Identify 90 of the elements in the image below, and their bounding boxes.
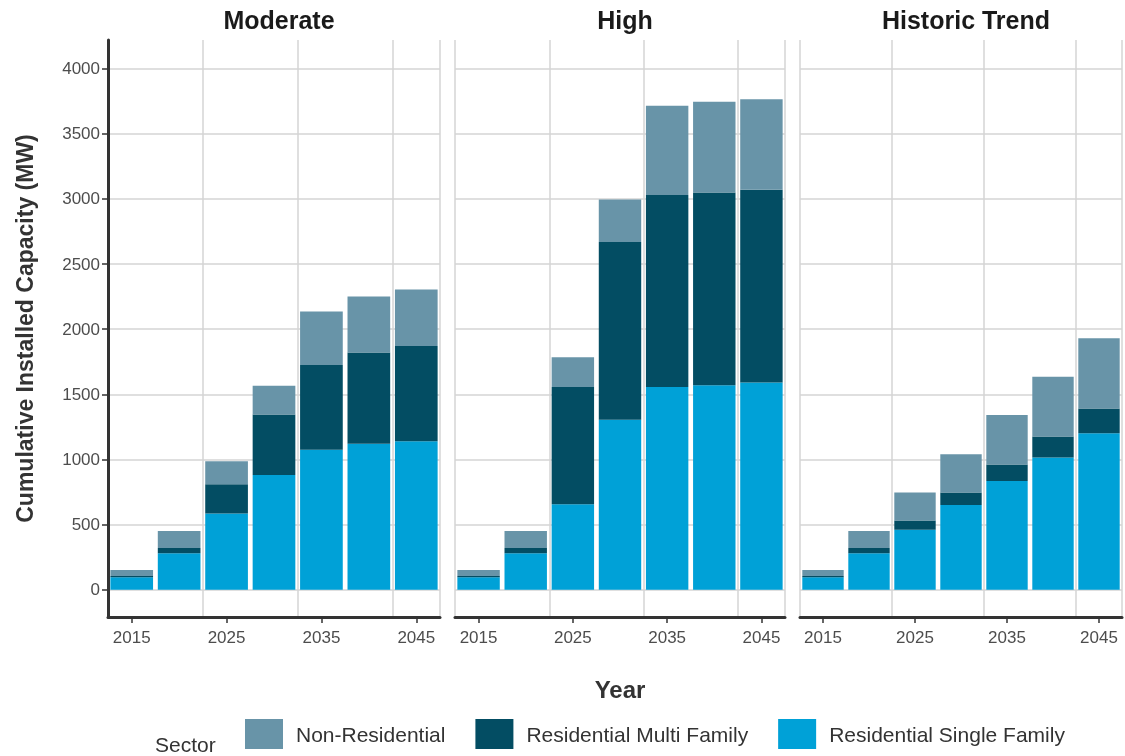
y-tick-label: 2000 bbox=[62, 319, 100, 339]
bar bbox=[986, 415, 1028, 465]
x-tick-label: 2025 bbox=[553, 628, 592, 647]
bar bbox=[394, 346, 438, 442]
bar bbox=[848, 553, 890, 590]
chart-title: High bbox=[597, 5, 653, 34]
x-axis-title: Year bbox=[594, 675, 646, 703]
y-tick-label: 500 bbox=[71, 515, 100, 535]
bar bbox=[504, 547, 547, 554]
bar bbox=[347, 296, 391, 353]
x-tick-label: 2025 bbox=[207, 628, 246, 647]
bar bbox=[205, 484, 248, 514]
bar bbox=[894, 520, 936, 530]
bar bbox=[802, 577, 844, 590]
bar bbox=[740, 382, 783, 590]
bar bbox=[1032, 376, 1074, 437]
legend-title: Sector bbox=[155, 733, 216, 756]
bar bbox=[504, 553, 547, 590]
y-tick-label: 3000 bbox=[62, 189, 100, 209]
bar bbox=[940, 492, 982, 505]
y-tick-label: 2500 bbox=[62, 254, 100, 274]
y-tick-label: 1500 bbox=[62, 384, 100, 404]
bar bbox=[347, 443, 391, 590]
x-tick-label: 2035 bbox=[648, 628, 687, 647]
bar bbox=[205, 513, 248, 590]
bar bbox=[693, 385, 736, 590]
x-tick-label: 2015 bbox=[804, 628, 842, 647]
bar bbox=[894, 492, 936, 521]
x-tick-label: 2045 bbox=[397, 628, 436, 647]
bar bbox=[986, 464, 1028, 481]
bar bbox=[504, 531, 547, 548]
bar bbox=[110, 570, 154, 576]
x-tick-label: 2015 bbox=[459, 628, 498, 647]
bar bbox=[300, 364, 343, 450]
y-tick-label: 0 bbox=[90, 580, 100, 600]
bar bbox=[802, 570, 844, 576]
x-tick-label: 2035 bbox=[302, 628, 341, 647]
bar bbox=[940, 454, 982, 493]
bar bbox=[252, 414, 296, 476]
bar bbox=[551, 357, 595, 388]
bar bbox=[157, 553, 201, 590]
chart-title: Moderate bbox=[223, 5, 335, 34]
bar bbox=[157, 531, 201, 548]
bar bbox=[740, 189, 783, 383]
bar bbox=[110, 577, 154, 590]
bar bbox=[1032, 436, 1074, 458]
bar bbox=[551, 504, 595, 590]
bar bbox=[894, 529, 936, 590]
bar bbox=[252, 385, 296, 415]
bar bbox=[394, 289, 438, 347]
x-tick-label: 2045 bbox=[1080, 628, 1118, 647]
bar bbox=[157, 547, 201, 554]
bar bbox=[598, 419, 642, 590]
bar bbox=[252, 475, 296, 590]
bar bbox=[598, 241, 642, 420]
legend-label: Residential Multi Family bbox=[526, 722, 749, 746]
bar bbox=[645, 387, 689, 590]
bar bbox=[693, 101, 736, 193]
bar bbox=[693, 192, 736, 386]
legend-label: Residential Single Family bbox=[829, 722, 1066, 746]
chart-title: Historic Trend bbox=[881, 5, 1051, 34]
bar bbox=[598, 199, 642, 242]
bar bbox=[457, 577, 500, 590]
bar bbox=[645, 195, 689, 388]
x-tick-label: 2045 bbox=[742, 628, 781, 647]
x-tick-label: 2035 bbox=[988, 628, 1026, 647]
bar bbox=[205, 461, 248, 485]
bar bbox=[1078, 408, 1120, 434]
bar bbox=[645, 105, 689, 195]
x-tick-label: 2025 bbox=[896, 628, 934, 647]
bar bbox=[986, 480, 1028, 590]
x-tick-label: 2015 bbox=[112, 628, 151, 647]
bar bbox=[457, 570, 500, 576]
bar bbox=[848, 547, 890, 554]
bar bbox=[300, 311, 343, 365]
bar bbox=[848, 531, 890, 548]
y-tick-label: 4000 bbox=[62, 59, 100, 79]
y-axis-title: Cumulative Installed Capacity (MW) bbox=[11, 134, 38, 523]
bar bbox=[740, 99, 783, 190]
legend-label: Non-Residential bbox=[296, 722, 446, 746]
bar bbox=[1078, 433, 1120, 590]
bar bbox=[347, 352, 391, 444]
bar bbox=[551, 387, 595, 505]
bar bbox=[940, 504, 982, 590]
bar bbox=[1032, 457, 1074, 590]
bar bbox=[394, 441, 438, 590]
bar bbox=[300, 449, 343, 590]
bar bbox=[1078, 338, 1120, 409]
y-tick-label: 3500 bbox=[62, 124, 100, 144]
y-tick-label: 1000 bbox=[62, 449, 100, 469]
